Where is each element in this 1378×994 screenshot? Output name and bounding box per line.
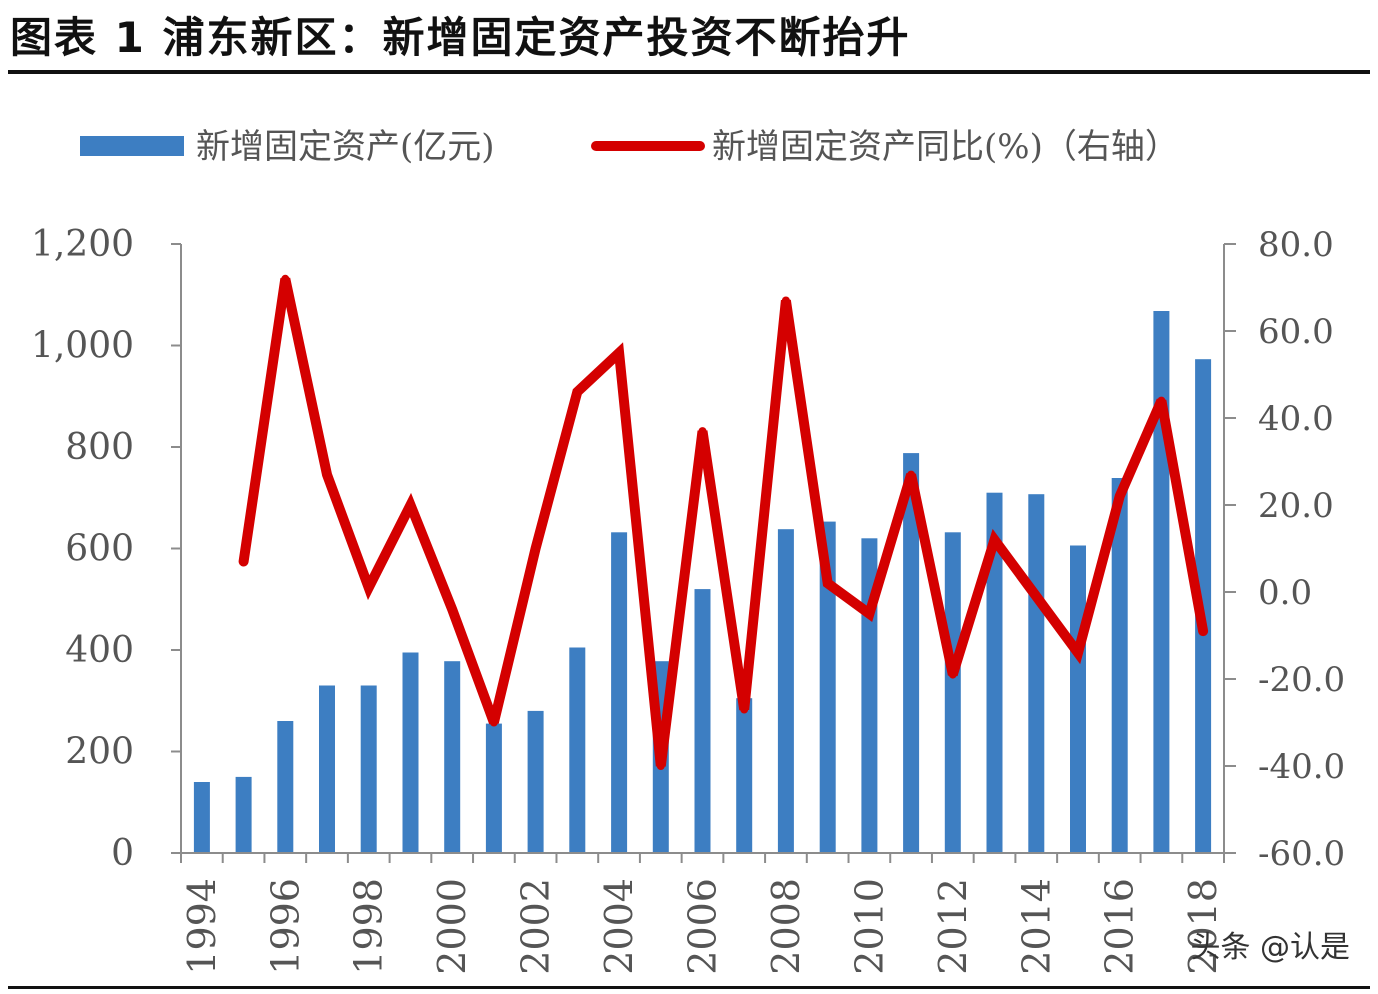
line-path <box>238 277 1209 767</box>
bar-1998 <box>360 685 377 853</box>
bar-1997 <box>319 685 335 853</box>
bar-2012 <box>944 532 961 853</box>
line-point-2003 <box>573 387 582 396</box>
y-left-tick-label: 800 <box>65 427 134 468</box>
bar-1999 <box>402 652 419 853</box>
bar-2002 <box>527 710 544 853</box>
line-point-2015 <box>1074 648 1082 657</box>
x-tick-label: 2018 <box>1181 878 1225 975</box>
x-tick-label: 2012 <box>931 878 975 975</box>
x-tick-label: 1994 <box>180 878 224 975</box>
bar-2015 <box>1070 545 1086 853</box>
watermark: 头条 @认是 <box>1190 930 1350 965</box>
x-tick-label: 2014 <box>1014 878 1058 975</box>
line-point-2017 <box>1157 396 1166 405</box>
line-series <box>238 274 1209 770</box>
x-tick-label: 1996 <box>263 878 307 975</box>
bar-2007 <box>736 698 753 853</box>
bar-2009 <box>819 521 836 853</box>
bar-2013 <box>986 492 1003 853</box>
line-point-2001 <box>489 718 498 727</box>
legend: 新增固定资产(亿元) 新增固定资产同比(%)（右轴） <box>80 127 1179 167</box>
page-title: 图表 1 浦东新区：新增固定资产投资不断抬升 <box>10 13 911 62</box>
y-right-tick-label: 0.0 <box>1258 573 1312 613</box>
x-tick-label: 2004 <box>597 878 641 975</box>
line-point-2011 <box>907 470 916 479</box>
line-point-2010 <box>865 609 874 618</box>
axes: 0 200 400 600 800 1,000 1,200 -60.0 -40.0 -20.0 0.… <box>31 224 1345 975</box>
bar-2000 <box>444 661 461 853</box>
y-left-tick-label: 600 <box>65 529 134 570</box>
legend-bar-swatch <box>80 136 184 156</box>
bar-2006 <box>694 589 711 853</box>
line-point-1997 <box>323 470 331 479</box>
y-left-tick-label: 1,200 <box>31 224 134 265</box>
title-rule <box>8 70 1370 74</box>
line-point-2000 <box>448 605 457 614</box>
x-tick-label: 2000 <box>430 878 474 975</box>
x-tick-label: 2002 <box>514 878 558 975</box>
line-point-2012 <box>948 670 957 679</box>
bar-2016 <box>1111 478 1128 853</box>
line-point-1996 <box>281 274 290 283</box>
line-point-2007 <box>740 705 749 714</box>
line-point-2009 <box>823 579 832 588</box>
x-tick-label: 2010 <box>847 878 891 975</box>
y-left-tick-label: 0 <box>111 833 134 874</box>
y-right-tick-label: 80.0 <box>1258 225 1334 265</box>
bar-2008 <box>777 529 794 853</box>
bar-2004 <box>611 532 628 853</box>
bar-1996 <box>277 721 294 853</box>
bar-series <box>193 311 1212 853</box>
x-tick-label: 2008 <box>764 878 808 975</box>
line-point-2013 <box>990 535 999 544</box>
bar-1995 <box>235 776 252 853</box>
line-point-2004 <box>615 348 624 357</box>
bottom-rule <box>8 986 1370 989</box>
y-right-tick-label: -60.0 <box>1258 834 1345 874</box>
line-point-2008 <box>781 296 790 305</box>
y-right-tick-label: 60.0 <box>1258 312 1334 352</box>
x-tick-label: 2006 <box>681 878 725 975</box>
line-point-1999 <box>406 501 415 509</box>
bar-2017 <box>1153 311 1170 853</box>
bar-1994 <box>193 782 210 853</box>
bar-2011 <box>903 453 920 853</box>
bar-2003 <box>569 647 586 853</box>
x-tick-label: 2016 <box>1098 878 1142 975</box>
y-left-tick-label: 400 <box>65 630 134 671</box>
y-right-tick-label: 40.0 <box>1258 399 1334 439</box>
legend-line-label: 新增固定资产同比(%)（右轴） <box>712 127 1179 167</box>
x-tick-label: 1998 <box>347 878 391 975</box>
y-right-tick-label: -40.0 <box>1258 747 1345 787</box>
bar-2001 <box>485 723 502 853</box>
line-point-2005 <box>656 762 665 770</box>
line-point-1995 <box>239 557 248 566</box>
legend-bar-label: 新增固定资产(亿元) <box>196 127 495 167</box>
line-point-2002 <box>531 544 540 553</box>
y-right-tick-label: -20.0 <box>1258 660 1345 700</box>
line-point-2018 <box>1199 627 1208 636</box>
line-point-2014 <box>1032 592 1041 601</box>
line-point-2016 <box>1115 492 1124 501</box>
line-point-2006 <box>698 427 707 436</box>
line-point-1998 <box>364 583 373 592</box>
y-right-tick-label: 20.0 <box>1258 486 1334 526</box>
bar-2014 <box>1028 494 1045 853</box>
y-left-tick-label: 200 <box>65 732 134 773</box>
y-left-tick-label: 1,000 <box>31 326 134 367</box>
